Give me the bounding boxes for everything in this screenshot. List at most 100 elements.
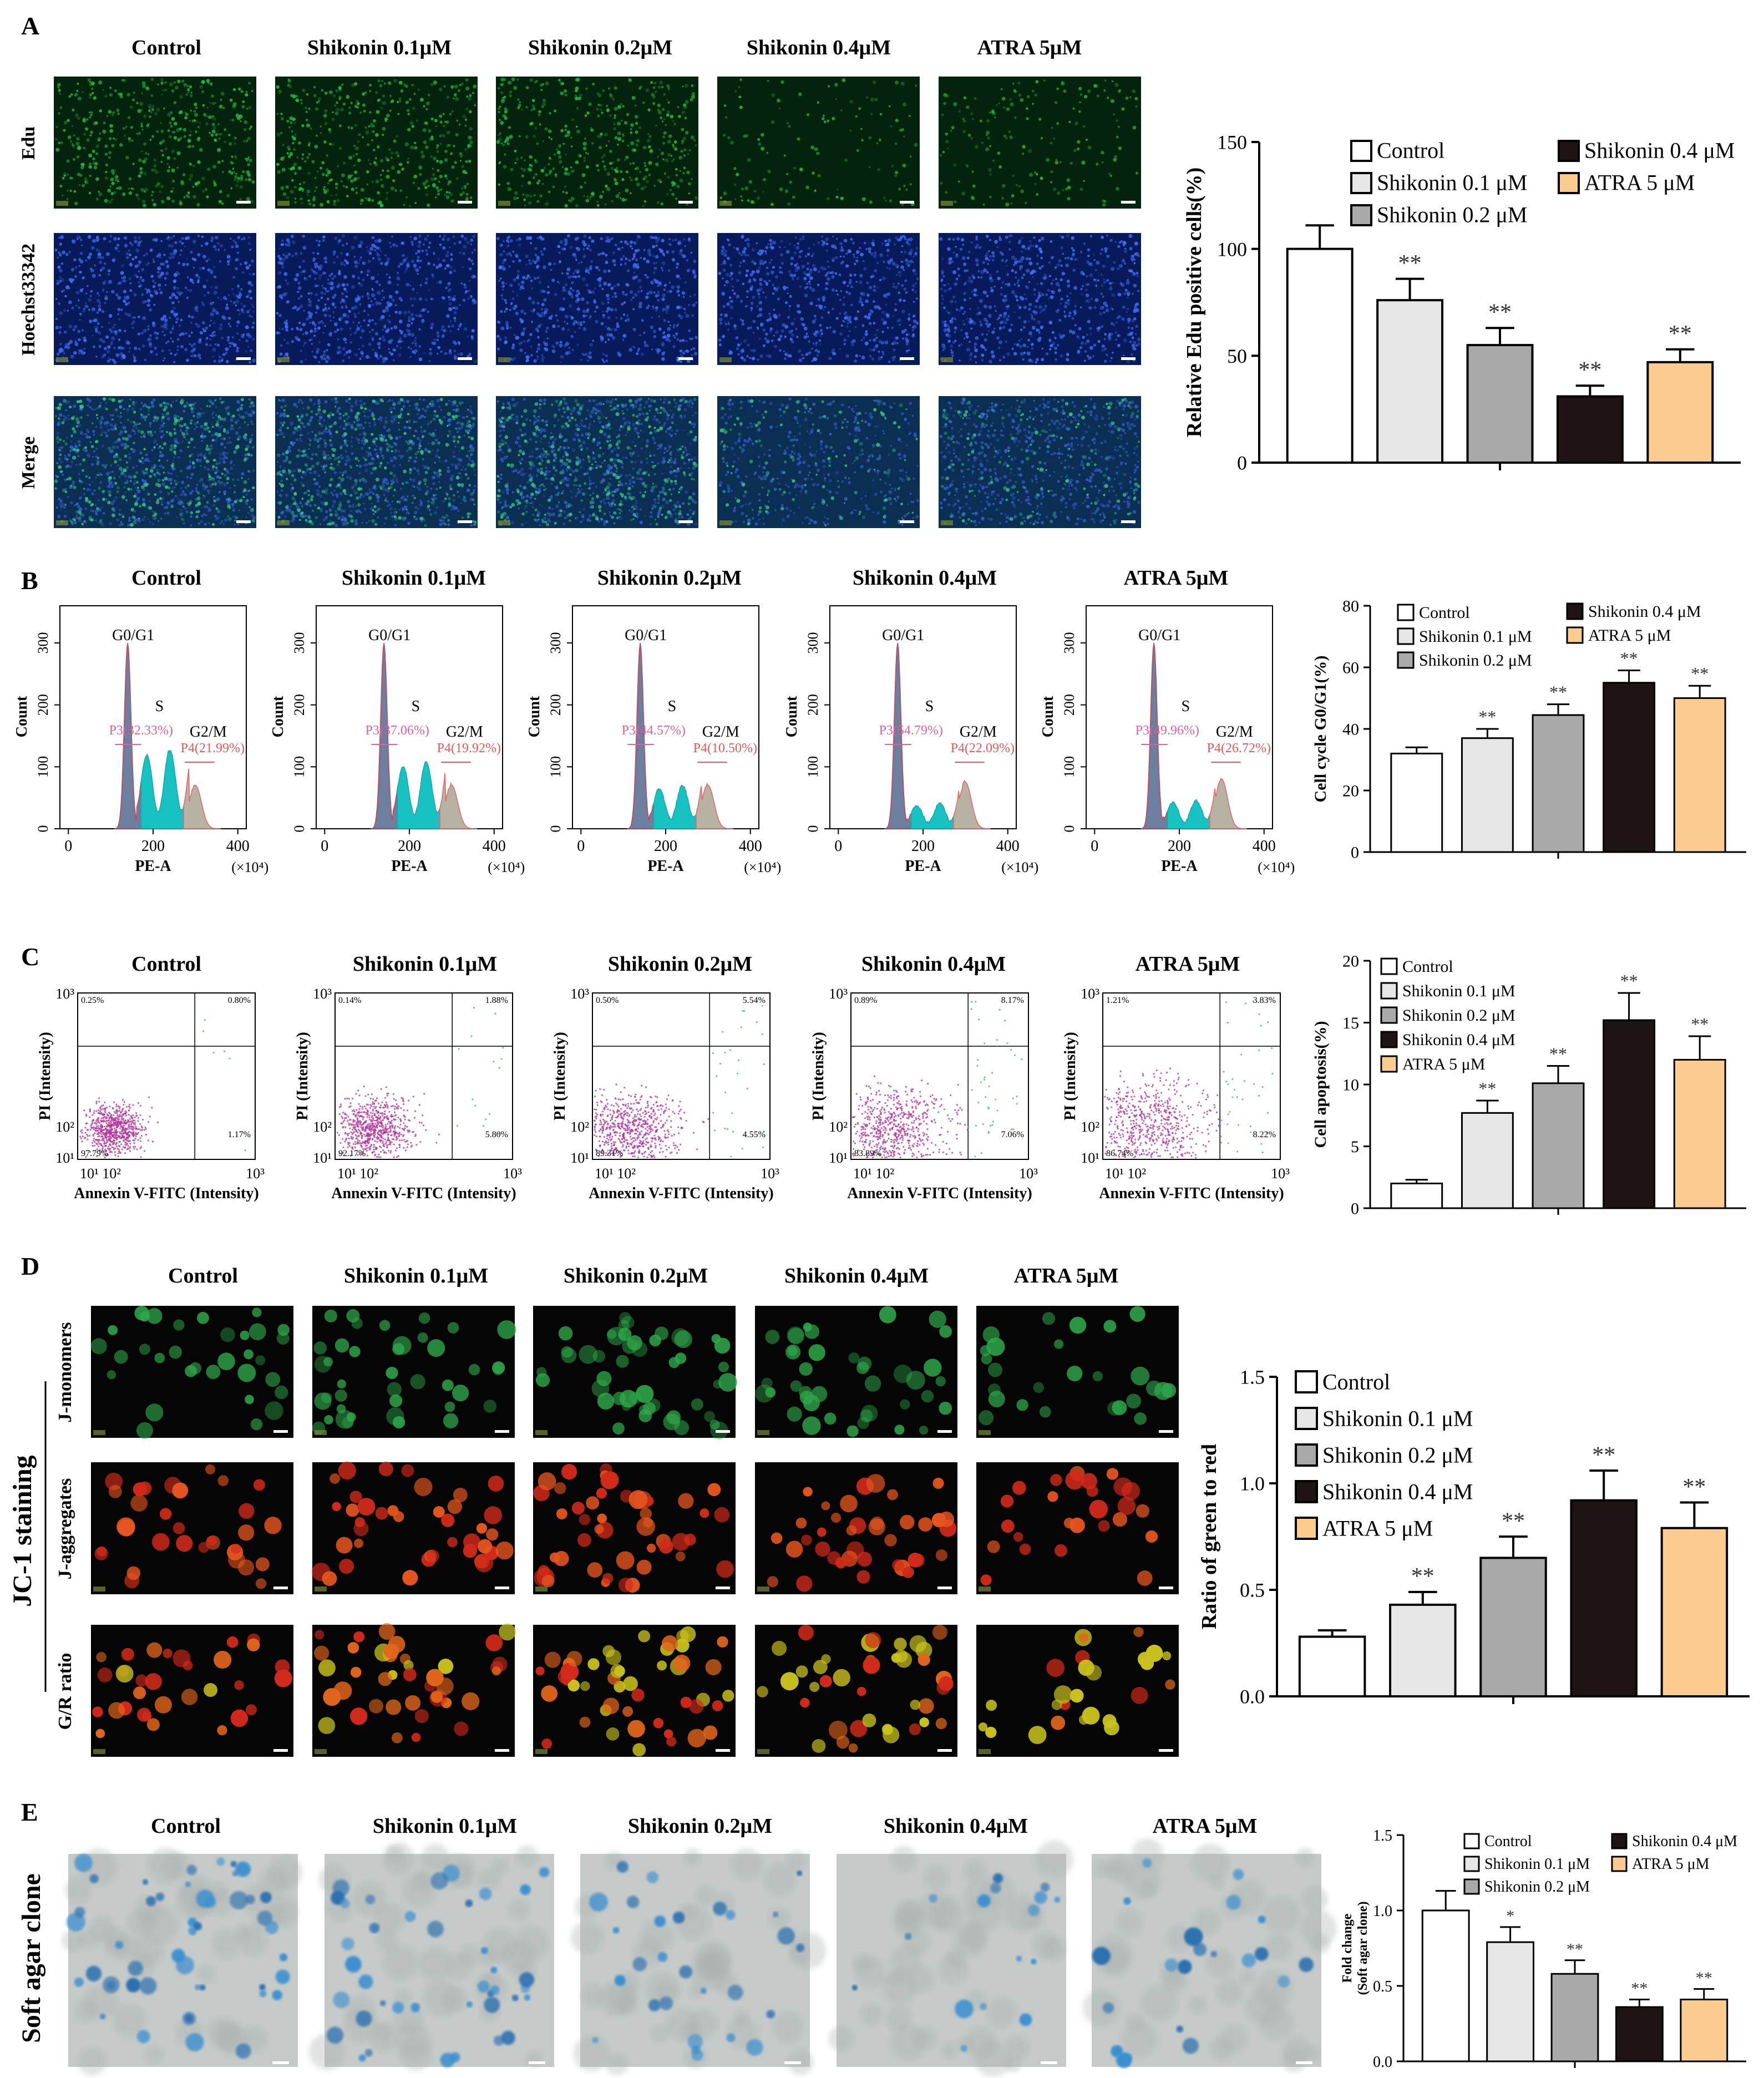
cell — [176, 287, 180, 290]
cell — [324, 287, 327, 290]
cell — [868, 166, 871, 168]
cell — [131, 316, 134, 319]
cell — [185, 112, 189, 116]
cell — [1050, 181, 1053, 184]
cell — [197, 253, 201, 257]
cell — [1043, 79, 1046, 82]
cell — [620, 257, 624, 261]
cell — [575, 204, 579, 207]
cell — [152, 285, 156, 288]
cell — [514, 191, 518, 195]
cell — [1025, 297, 1027, 301]
cell — [366, 246, 368, 249]
cell — [442, 134, 445, 138]
cell — [209, 102, 211, 104]
cell — [305, 331, 308, 335]
cell — [805, 282, 809, 285]
cell — [656, 201, 660, 205]
cell — [1021, 250, 1023, 253]
cell — [605, 310, 609, 313]
cell — [868, 247, 871, 251]
cell — [237, 177, 240, 180]
cell — [282, 156, 286, 159]
cell — [908, 263, 911, 267]
cell — [515, 157, 519, 161]
cell — [291, 240, 296, 245]
cell — [733, 246, 736, 249]
cell — [146, 298, 151, 303]
cell — [854, 326, 857, 328]
cell — [470, 144, 473, 148]
cell — [672, 145, 675, 148]
cell — [236, 325, 239, 327]
cell — [1026, 95, 1030, 98]
cell — [398, 320, 403, 324]
cell — [667, 87, 671, 90]
cell — [189, 289, 192, 292]
cell — [197, 136, 200, 140]
cell — [614, 86, 617, 90]
cell — [368, 319, 372, 323]
cell — [287, 79, 291, 83]
cell — [643, 341, 647, 344]
cell — [445, 191, 449, 194]
cell — [875, 336, 878, 339]
cell — [169, 316, 171, 319]
cell — [202, 104, 205, 107]
cell — [164, 284, 167, 286]
cell — [323, 109, 328, 113]
cell — [323, 188, 326, 191]
cell — [1005, 137, 1008, 140]
cell — [434, 196, 437, 199]
cell — [689, 295, 692, 298]
cell — [110, 192, 114, 195]
cell — [677, 106, 680, 108]
cell — [1101, 235, 1104, 239]
cell — [1101, 161, 1104, 164]
cell — [570, 334, 574, 338]
cell — [428, 352, 433, 356]
cell — [888, 360, 891, 363]
cell — [315, 284, 318, 287]
cell — [59, 326, 62, 329]
cell — [447, 285, 449, 287]
cell — [59, 311, 63, 315]
cell — [672, 120, 675, 122]
cell — [511, 297, 515, 301]
scale-bar — [458, 201, 472, 204]
cell — [287, 155, 291, 158]
cell — [84, 181, 87, 184]
cell — [428, 246, 430, 249]
cell — [154, 169, 156, 171]
cell — [640, 186, 645, 191]
cell — [59, 92, 62, 95]
cell — [384, 82, 387, 85]
cell — [749, 288, 753, 292]
cell — [227, 336, 230, 339]
cell — [622, 339, 625, 341]
cell — [557, 155, 562, 159]
cell — [140, 123, 143, 125]
cell — [157, 266, 161, 271]
cell — [790, 256, 794, 260]
cell — [590, 260, 593, 263]
cell — [605, 144, 608, 147]
cell — [727, 256, 730, 260]
cell-field — [54, 78, 255, 207]
cell — [506, 182, 510, 185]
cell — [423, 140, 427, 144]
cell — [603, 269, 607, 273]
cell — [868, 312, 871, 317]
cell — [308, 141, 311, 145]
cell — [522, 276, 525, 280]
cell — [725, 273, 729, 277]
cell — [357, 297, 361, 301]
cell — [422, 128, 427, 133]
cell — [675, 197, 678, 200]
cell — [312, 197, 316, 202]
cell — [661, 297, 665, 301]
cell — [759, 278, 763, 282]
micrographs-layer — [54, 77, 1337, 2077]
cell — [89, 96, 92, 99]
cell — [470, 335, 474, 338]
